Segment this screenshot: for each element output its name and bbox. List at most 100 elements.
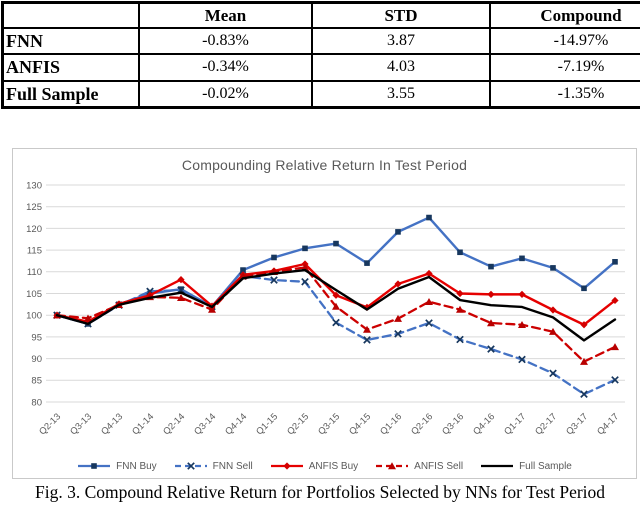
data-point-marker (146, 287, 154, 296)
data-point-marker (549, 369, 557, 378)
data-point-marker (270, 276, 278, 284)
legend-swatch (174, 462, 207, 470)
y-tick-label: 95 (31, 332, 42, 343)
x-tick-label: Q2-15 (285, 411, 310, 436)
table-header-row: Mean STD Compound (1, 1, 640, 30)
row-label: ANFIS (1, 53, 140, 82)
cell-std: 4.03 (311, 53, 491, 82)
data-point-marker (363, 336, 371, 344)
x-tick-label: Q3-13 (68, 411, 93, 436)
data-point-marker (271, 254, 277, 261)
chart-title: Compounding Relative Return In Test Peri… (181, 157, 468, 173)
header-cell-mean: Mean (138, 1, 313, 30)
data-point-marker (426, 214, 432, 221)
y-tick-label: 130 (26, 180, 42, 191)
x-tick-label: Q3-14 (192, 411, 217, 436)
results-table: Mean STD Compound FNN -0.83% 3.87 -14.97… (1, 1, 640, 109)
data-point-marker (487, 319, 495, 327)
data-point-marker (302, 245, 308, 252)
data-point-marker (364, 260, 370, 266)
data-point-marker (240, 267, 246, 273)
header-cell-std: STD (311, 1, 491, 30)
cell-std: 3.87 (311, 27, 491, 56)
x-tick-label: Q3-16 (440, 411, 465, 436)
cell-mean: -0.02% (138, 79, 313, 109)
line-chart: 80 85 90 95 100 105 110 115 120 125 130 Q2-13 Q3-13 Q… (26, 180, 625, 437)
data-point-marker (425, 269, 433, 278)
data-point-marker (612, 259, 618, 265)
x-tick-label: Q1-16 (378, 411, 403, 436)
data-point-marker (332, 318, 340, 327)
cell-mean: -0.83% (138, 27, 313, 56)
data-point-marker (363, 325, 371, 333)
legend-label: FNN Buy (116, 460, 157, 472)
legend-item: FNN Buy (77, 460, 157, 472)
data-point-marker (208, 305, 216, 313)
header-cell-compound: Compound (489, 1, 640, 30)
x-tick-label: Q4-16 (471, 411, 496, 436)
data-point-marker (425, 297, 433, 305)
y-tick-label: 90 (31, 354, 42, 365)
legend-swatch (376, 462, 409, 470)
legend-item: ANFIS Buy (270, 460, 358, 472)
legend-label: Full Sample (519, 460, 572, 472)
data-point-marker (487, 345, 495, 353)
legend-label: ANFIS Buy (308, 460, 359, 472)
data-point-marker (488, 263, 494, 270)
x-tick-label: Q2-17 (533, 411, 558, 436)
legend-item: FNN Sell (174, 460, 253, 472)
data-point-marker (425, 319, 433, 327)
legend-label: FNN Sell (212, 460, 253, 472)
data-point-marker (333, 240, 339, 247)
y-tick-label: 80 (31, 397, 42, 408)
y-tick-label: 120 (26, 224, 42, 235)
x-tick-label: Q2-13 (37, 411, 62, 436)
data-point-marker (394, 314, 402, 322)
data-point-marker (611, 376, 619, 384)
data-point-marker (456, 289, 464, 298)
data-point-marker (84, 314, 92, 322)
y-tick-label: 110 (27, 267, 42, 278)
legend-swatch (78, 463, 111, 469)
data-point-marker (549, 327, 557, 335)
data-point-marker (394, 330, 402, 338)
series-line (55, 266, 617, 363)
x-tick-label: Q3-15 (316, 411, 341, 436)
x-tick-label: Q3-17 (564, 411, 589, 436)
data-point-marker (301, 277, 309, 286)
cell-compound: -14.97% (489, 27, 640, 56)
data-point-marker (550, 265, 556, 271)
legend-label: ANFIS Sell (414, 460, 464, 472)
data-point-marker (456, 335, 464, 344)
legend-swatch (270, 462, 303, 470)
figure-caption: Fig. 3. Compound Relative Return for Por… (34, 482, 606, 502)
row-label: Full Sample (1, 79, 140, 109)
data-point-marker (611, 296, 619, 305)
x-tick-label: Q1-14 (130, 411, 155, 436)
data-point-marker (177, 276, 185, 284)
x-tick-label: Q4-17 (595, 411, 620, 436)
x-tick-label: Q2-14 (161, 411, 186, 436)
x-tick-label: Q2-16 (409, 411, 434, 436)
y-tick-label: 115 (27, 246, 42, 257)
data-point-marker (611, 343, 619, 351)
data-point-marker (487, 290, 495, 298)
table-row: FNN -0.83% 3.87 -14.97% (1, 27, 640, 56)
data-point-marker (457, 249, 463, 256)
chart-legend: FNN Buy FNN Sell ANFIS Buy ANFIS Sell Full S… (13, 460, 636, 472)
x-tick-label: Q1-17 (502, 411, 527, 436)
data-point-marker (581, 285, 587, 292)
data-point-marker (518, 320, 526, 328)
data-point-marker (395, 229, 401, 235)
header-cell-empty (1, 1, 140, 30)
y-tick-label: 105 (26, 289, 42, 300)
data-point-marker (177, 294, 185, 302)
chart-container: Compounding Relative Return In Test Peri… (12, 148, 637, 479)
y-tick-label: 85 (31, 376, 42, 387)
y-tick-label: 125 (26, 202, 42, 213)
data-point-marker (580, 390, 588, 398)
y-tick-label: 100 (26, 311, 42, 322)
data-point-marker (580, 357, 588, 365)
data-point-marker (332, 302, 340, 310)
data-point-marker (519, 255, 525, 262)
